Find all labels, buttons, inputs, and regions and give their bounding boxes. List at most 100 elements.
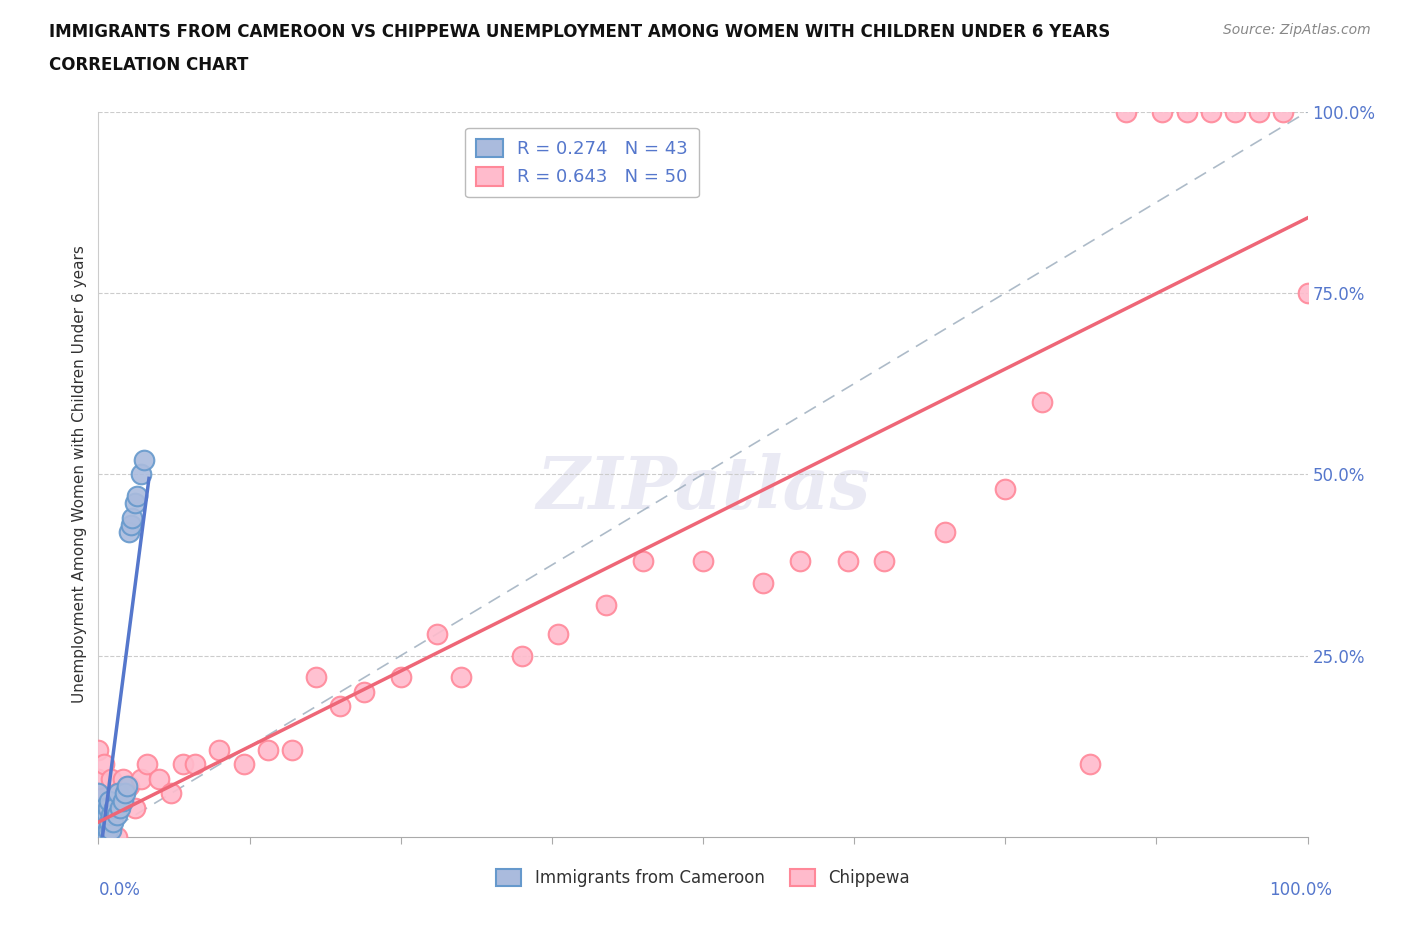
Point (1272, 104, 1295, 119)
Point (93, 830, 115, 844)
Point (1199, 104, 1222, 119)
Point (97, 801, 120, 816)
Point (124, 496, 146, 511)
Point (96, 830, 118, 844)
Point (87, 786, 110, 801)
Point (87, 822, 110, 837)
Point (91, 815, 114, 830)
Point (353, 684, 375, 699)
Point (105, 830, 128, 844)
Point (329, 699, 352, 714)
Point (595, 597, 617, 612)
Point (994, 482, 1017, 497)
Point (111, 772, 134, 787)
Point (101, 815, 124, 830)
Point (108, 801, 131, 816)
Point (90, 822, 112, 837)
Point (87, 830, 110, 844)
Point (121, 511, 143, 525)
Point (87, 830, 110, 844)
Point (510, 648, 533, 663)
Text: ZIPatlas: ZIPatlas (536, 453, 870, 525)
Point (1152, 104, 1174, 119)
Point (118, 778, 141, 793)
Point (129, 772, 152, 787)
Point (100, 822, 122, 837)
Point (87, 801, 110, 816)
Point (129, 467, 152, 482)
Point (98, 793, 121, 808)
Point (87, 830, 110, 844)
Y-axis label: Unemployment Among Women with Children Under 6 years: Unemployment Among Women with Children U… (72, 246, 87, 703)
Point (93, 830, 115, 844)
Point (91, 830, 114, 844)
Point (547, 627, 569, 642)
Point (281, 742, 304, 757)
Point (87, 801, 110, 816)
Point (692, 554, 714, 569)
Point (97, 822, 120, 837)
Text: 0.0%: 0.0% (98, 881, 141, 898)
Point (134, 452, 156, 467)
Point (105, 808, 128, 823)
Point (789, 554, 811, 569)
Point (631, 554, 654, 569)
Point (934, 525, 956, 539)
Point (93, 822, 115, 837)
Point (1223, 104, 1246, 119)
Point (107, 786, 129, 801)
Point (87, 822, 110, 837)
Legend: Immigrants from Cameroon, Chippewa: Immigrants from Cameroon, Chippewa (489, 862, 917, 894)
Point (752, 576, 775, 591)
Point (117, 778, 139, 793)
Point (1249, 104, 1271, 119)
Point (114, 786, 136, 801)
Point (232, 757, 254, 772)
Point (1031, 394, 1053, 409)
Point (91, 808, 114, 823)
Point (148, 772, 170, 787)
Text: 100.0%: 100.0% (1268, 881, 1331, 898)
Text: CORRELATION CHART: CORRELATION CHART (49, 56, 249, 73)
Point (172, 757, 194, 772)
Point (87, 786, 110, 801)
Point (135, 757, 157, 772)
Point (90, 830, 112, 844)
Point (100, 801, 122, 816)
Point (184, 757, 207, 772)
Point (1078, 757, 1101, 772)
Text: IMMIGRANTS FROM CAMEROON VS CHIPPEWA UNEMPLOYMENT AMONG WOMEN WITH CHILDREN UNDE: IMMIGRANTS FROM CAMEROON VS CHIPPEWA UNE… (49, 23, 1111, 41)
Point (100, 808, 122, 823)
Point (87, 742, 110, 757)
Point (93, 757, 115, 772)
Point (87, 815, 110, 830)
Point (94, 815, 117, 830)
Point (256, 742, 278, 757)
Text: Source: ZipAtlas.com: Source: ZipAtlas.com (1223, 23, 1371, 37)
Point (127, 488, 149, 503)
Point (105, 786, 128, 801)
Point (1296, 286, 1319, 300)
Point (837, 554, 859, 569)
Point (98, 815, 121, 830)
Point (111, 793, 134, 808)
Point (87, 772, 110, 787)
Point (87, 808, 110, 823)
Point (87, 830, 110, 844)
Point (873, 554, 896, 569)
Point (1175, 104, 1198, 119)
Point (160, 786, 183, 801)
Point (93, 801, 115, 816)
Point (426, 627, 449, 642)
Point (450, 670, 472, 684)
Point (305, 670, 328, 684)
Point (389, 670, 412, 684)
Point (91, 822, 114, 837)
Point (118, 525, 141, 539)
Point (103, 801, 125, 816)
Point (96, 808, 118, 823)
Point (208, 742, 231, 757)
Point (120, 518, 142, 533)
Point (124, 801, 146, 816)
Point (100, 772, 122, 787)
